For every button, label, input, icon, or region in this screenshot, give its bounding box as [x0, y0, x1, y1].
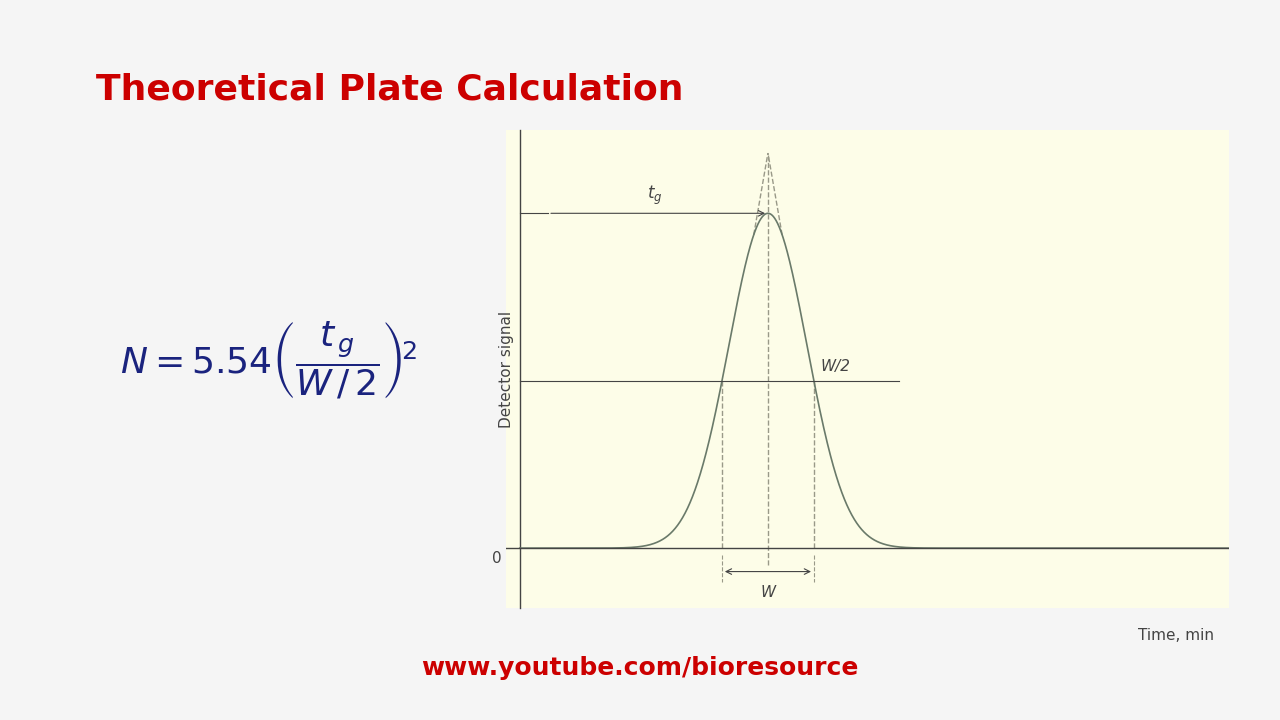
Text: Theoretical Plate Calculation: Theoretical Plate Calculation — [96, 72, 684, 106]
Text: www.youtube.com/bioresource: www.youtube.com/bioresource — [421, 657, 859, 680]
Text: Time, min: Time, min — [1138, 628, 1215, 642]
Text: W: W — [760, 585, 776, 600]
Text: W/2: W/2 — [820, 359, 851, 374]
Y-axis label: Detector signal: Detector signal — [499, 310, 515, 428]
Text: $\mathit{N} = 5.54\left(\dfrac{t_{\,g}}{W\,/\,2}\right)^{\!2}$: $\mathit{N} = 5.54\left(\dfrac{t_{\,g}}{… — [120, 320, 417, 400]
Text: $t_g$: $t_g$ — [648, 184, 663, 207]
Text: 0: 0 — [493, 552, 502, 567]
